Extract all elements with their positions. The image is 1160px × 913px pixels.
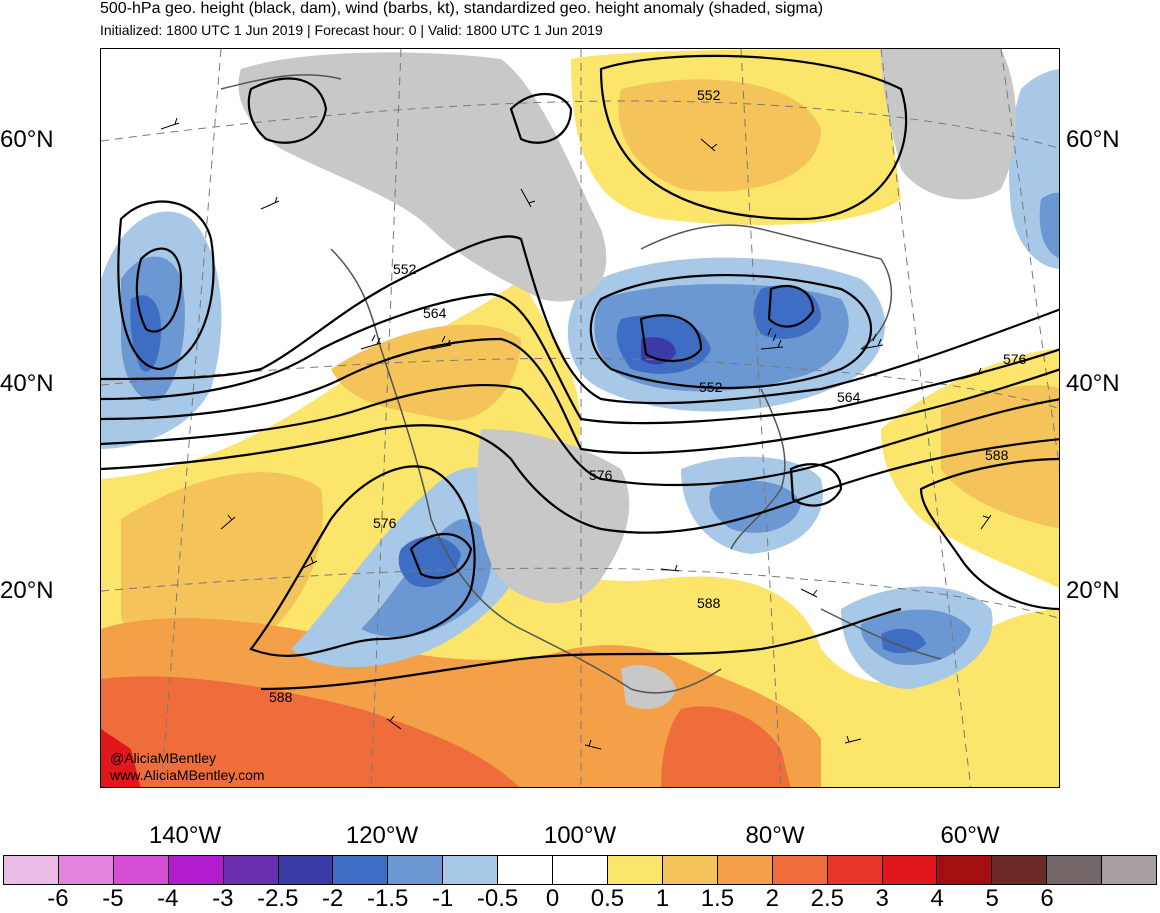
colorbar-cell (58, 856, 114, 884)
colorbar-cell (882, 856, 938, 884)
colorbar-cell (113, 856, 169, 884)
neutral-gray-region-4 (621, 665, 676, 709)
colorbar-tick-label: -3 (212, 885, 234, 912)
colorbar-tick-label: -4 (157, 885, 179, 912)
colorbar-tick-label: -2.5 (257, 885, 299, 912)
contour-label-588-gulf: 588 (697, 595, 721, 611)
colorbar-cell (223, 856, 279, 884)
lon-label-60w: 60°W (940, 822, 1000, 849)
contour-label-576-c: 576 (589, 467, 613, 483)
anomaly-shade-1 (121, 472, 323, 650)
chart-title: 500-hPa geo. height (black, dam), wind (… (100, 0, 824, 17)
colorbar (3, 855, 1157, 885)
contour-label-552-gl: 552 (699, 379, 723, 395)
credit-handle: @AliciaMBentley (110, 750, 217, 766)
colorbar-cell (772, 856, 828, 884)
colorbar-tick-label: -1 (431, 885, 454, 912)
colorbar-tick-label: 0 (545, 885, 560, 912)
lon-label-120w: 120°W (345, 822, 419, 849)
colorbar-cell (168, 856, 224, 884)
anomaly-shade-2.5 (101, 676, 519, 787)
colorbar-cell (937, 856, 993, 884)
colorbar-tick-label: 4 (930, 885, 944, 912)
contour-label-588-e: 588 (985, 447, 1009, 463)
colorbar-cell (1047, 856, 1103, 884)
neutral-gray-region-2 (477, 429, 630, 603)
lon-label-100w: 100°W (543, 822, 617, 849)
colorbar-cell (333, 856, 389, 884)
colorbar-tick-label: 5 (985, 885, 999, 912)
anomaly-shade-3 (101, 729, 141, 787)
anomaly-shade-2.5b (661, 706, 791, 787)
contour-label-552-w: 552 (393, 261, 417, 277)
neutral-gray-region (238, 52, 607, 302)
colorbar-tick-label: 2.5 (810, 885, 844, 912)
coastlines (220, 74, 942, 694)
colorbar-tick-label: -5 (102, 885, 124, 912)
anomaly-shade-1c (618, 79, 821, 192)
contour-label-564-w: 564 (423, 305, 447, 321)
colorbar-cell (992, 856, 1048, 884)
colorbar-cell (443, 856, 499, 884)
neutral-gray-region-3 (881, 49, 1016, 200)
anomaly-shade-1b (331, 324, 521, 421)
colorbar-cell (4, 856, 59, 884)
wind-barbs (160, 117, 992, 750)
anomaly-shade-neg-west-2 (130, 295, 161, 372)
colorbar-tick-label: 3 (875, 885, 889, 912)
colorbar-cell (388, 856, 444, 884)
colorbar-tick-label: -6 (47, 885, 69, 912)
chart-subtitle: Initialized: 1800 UTC 1 Jun 2019 | Forec… (100, 22, 603, 38)
lat-label-40n-right: 40°N (1066, 370, 1120, 397)
colorbar-tick-label: 6 (1040, 885, 1054, 912)
contour-label-588-sw: 588 (269, 689, 293, 705)
graticule (101, 49, 1059, 787)
anomaly-shade-neg-gl-3 (641, 337, 676, 365)
contour-label-576-e: 576 (1003, 351, 1027, 367)
contour-label-576-sw: 576 (373, 515, 397, 531)
colorbar-tick-label: -2 (322, 885, 344, 912)
lat-label-40n-left: 40°N (0, 370, 54, 397)
height-contours (101, 54, 1059, 691)
map-panel: 552 552 564 552 564 576 576 588 588 576 … (100, 48, 1060, 788)
colorbar-cell (1102, 856, 1157, 884)
anomaly-shade-neg-carib-2 (881, 628, 926, 654)
lat-label-20n-right: 20°N (1066, 577, 1120, 604)
colorbar-cell (607, 856, 663, 884)
contour-label-564-gl: 564 (837, 389, 861, 405)
colorbar-cell (827, 856, 883, 884)
colorbar-tick-label: -1.5 (366, 885, 409, 912)
lat-label-60n-left: 60°N (0, 126, 54, 153)
colorbar-cell (553, 856, 608, 884)
anomaly-shade-neg-ne-1 (1039, 192, 1059, 259)
colorbar-ticks: -6 -5 -4 -3 -2.5 -2 -1.5 -1 -0.5 0 0.5 1 1.5 2 2.5 3 4 5 6 (3, 885, 1157, 912)
colorbar-cell (662, 856, 718, 884)
credit-website: www.AliciaMBentley.com (110, 767, 265, 783)
colorbar-tick-label: 1.5 (700, 885, 735, 912)
anomaly-map (101, 49, 1059, 787)
colorbar-cell (498, 856, 554, 884)
lat-label-60n-right: 60°N (1066, 126, 1120, 153)
colorbar-tick-label: 2 (765, 885, 780, 912)
colorbar-cell (278, 856, 334, 884)
colorbar-tick-label: 0.5 (590, 885, 625, 912)
colorbar-cell (717, 856, 773, 884)
colorbar-tick-label: -0.5 (476, 885, 519, 912)
contour-label-552-ne: 552 (697, 87, 721, 103)
colorbar-tick-label: 1 (655, 885, 670, 912)
lon-label-80w: 80°W (745, 822, 805, 849)
lon-label-140w: 140°W (148, 822, 222, 849)
lat-label-20n-left: 20°N (0, 577, 54, 604)
